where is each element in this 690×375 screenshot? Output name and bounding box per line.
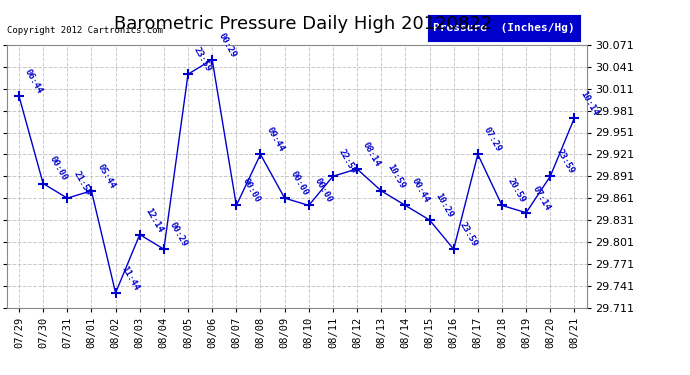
- Text: 00:00: 00:00: [289, 170, 310, 197]
- Text: 00:29: 00:29: [217, 31, 237, 59]
- Text: 00:00: 00:00: [48, 155, 68, 183]
- Text: 06:44: 06:44: [23, 68, 44, 95]
- Text: 00:00: 00:00: [241, 177, 262, 205]
- Text: Copyright 2012 Cartronics.com: Copyright 2012 Cartronics.com: [7, 26, 163, 35]
- Text: 00:00: 00:00: [313, 177, 334, 205]
- Text: 08:14: 08:14: [362, 140, 382, 168]
- Text: Barometric Pressure Daily High 20120822: Barometric Pressure Daily High 20120822: [115, 15, 493, 33]
- Text: 10:14: 10:14: [579, 89, 600, 117]
- Text: 22:59: 22:59: [337, 148, 358, 176]
- Text: 00:29: 00:29: [168, 220, 189, 248]
- Text: 11:44: 11:44: [120, 264, 141, 292]
- Text: 10:59: 10:59: [386, 162, 406, 190]
- Text: 23:59: 23:59: [458, 220, 479, 248]
- Text: 23:59: 23:59: [193, 46, 213, 74]
- Text: 12:14: 12:14: [144, 206, 165, 234]
- Text: 10:29: 10:29: [434, 192, 455, 219]
- Text: 23:59: 23:59: [555, 148, 575, 176]
- Text: 07:14: 07:14: [531, 184, 551, 212]
- Text: 00:44: 00:44: [410, 177, 431, 205]
- Text: 21:59: 21:59: [72, 170, 92, 197]
- Text: Pressure  (Inches/Hg): Pressure (Inches/Hg): [433, 23, 575, 33]
- Text: 09:44: 09:44: [265, 126, 286, 154]
- Text: 20:59: 20:59: [506, 177, 527, 205]
- Text: 07:29: 07:29: [482, 126, 503, 154]
- Text: 05:44: 05:44: [96, 162, 117, 190]
